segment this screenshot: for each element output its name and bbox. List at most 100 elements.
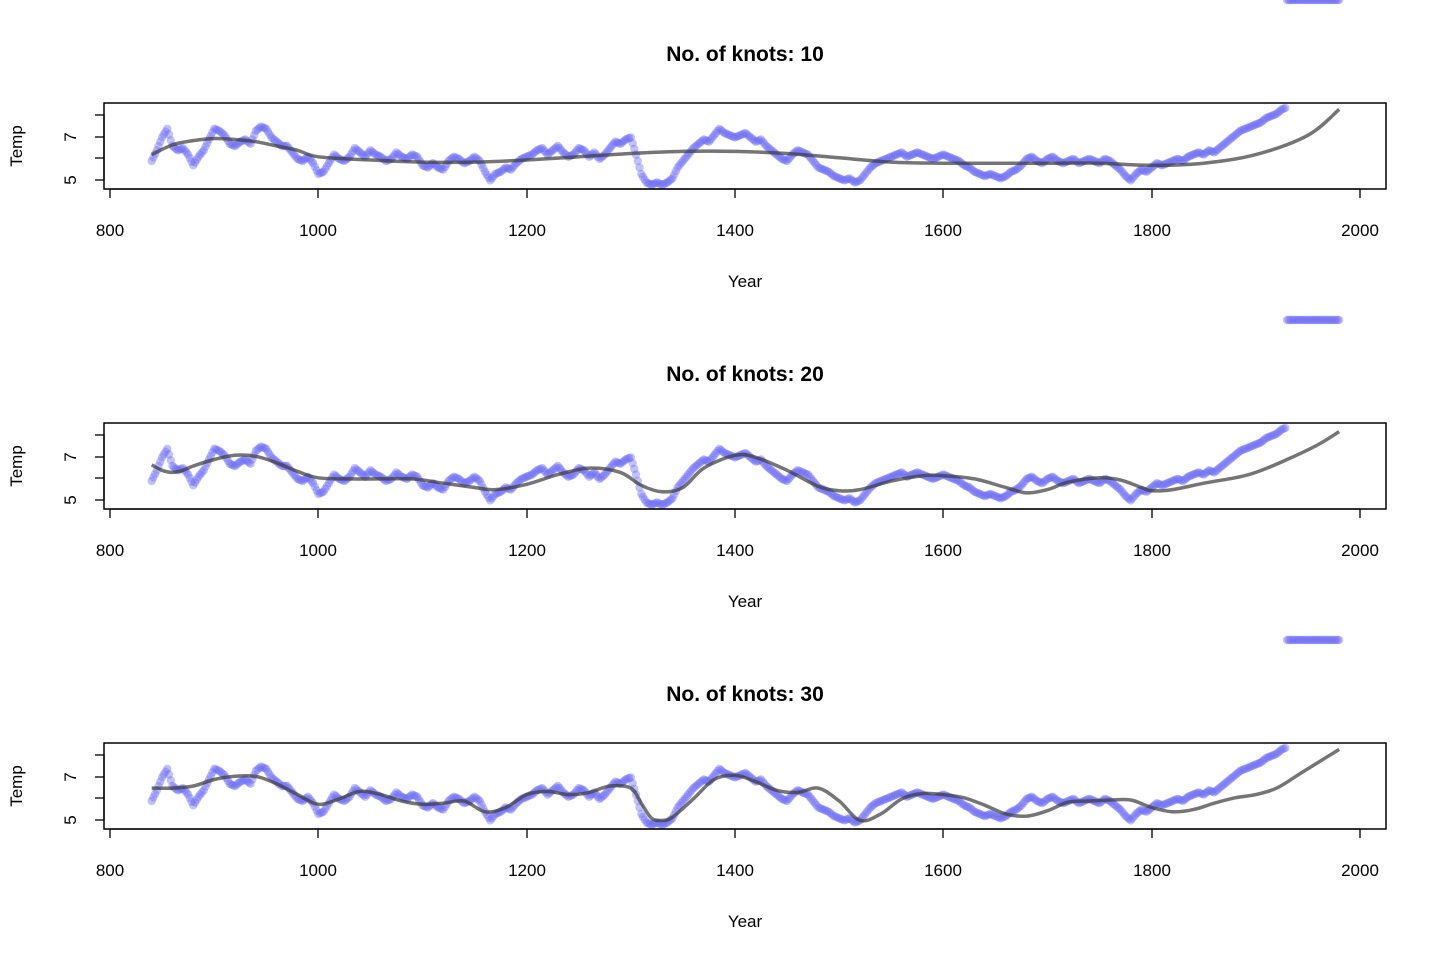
data-point — [1234, 128, 1243, 137]
data-point — [616, 459, 625, 468]
data-point — [446, 475, 455, 484]
data-point — [647, 180, 656, 189]
data-point — [939, 150, 948, 159]
data-point — [374, 151, 384, 161]
data-point — [395, 151, 405, 160]
data-point — [1163, 799, 1172, 808]
data-point — [729, 132, 738, 141]
data-point — [966, 164, 976, 174]
data-point — [683, 790, 693, 799]
data-point — [933, 152, 943, 161]
data-point — [1218, 781, 1228, 790]
data-point — [315, 809, 325, 818]
data-point — [1043, 474, 1052, 484]
data-point — [1244, 123, 1254, 132]
data-point — [548, 146, 557, 155]
data-point — [1192, 789, 1202, 798]
data-point — [157, 133, 167, 142]
data-point — [1177, 476, 1186, 485]
data-point — [725, 131, 734, 140]
data-point — [591, 470, 601, 479]
data-point — [890, 791, 899, 800]
data-point — [407, 150, 417, 159]
data-point — [1237, 126, 1247, 135]
data-point — [1277, 745, 1287, 754]
data-point — [1215, 463, 1224, 473]
data-point — [690, 142, 700, 151]
data-point — [1008, 166, 1017, 176]
data-point — [598, 471, 608, 481]
data-point — [894, 789, 903, 799]
data-point — [1265, 432, 1274, 441]
data-point — [159, 770, 168, 779]
data-point — [1173, 794, 1182, 804]
data-point — [1246, 762, 1255, 771]
data-point — [906, 151, 915, 160]
data-point — [661, 499, 670, 508]
data-point — [1043, 154, 1052, 164]
data-point — [232, 780, 241, 789]
data-point — [291, 472, 300, 481]
data-point — [366, 146, 375, 155]
data-point — [234, 458, 243, 468]
data-point — [774, 471, 783, 481]
data-point — [1220, 139, 1229, 148]
data-point — [1248, 761, 1257, 771]
data-point — [1001, 171, 1010, 181]
data-point — [421, 482, 431, 491]
data-point — [944, 152, 953, 161]
data-point — [1173, 154, 1182, 164]
data-point — [640, 815, 649, 824]
data-point — [864, 165, 873, 174]
data-point — [720, 448, 729, 458]
data-point — [900, 151, 910, 160]
x-tick-label: 800 — [96, 541, 124, 560]
data-point — [711, 448, 721, 458]
data-point — [1045, 794, 1054, 803]
data-point — [828, 810, 837, 819]
data-point — [1315, 635, 1325, 645]
data-point — [486, 176, 495, 185]
data-point — [703, 136, 712, 146]
data-point — [925, 153, 934, 162]
data-point — [1036, 798, 1045, 807]
data-point — [647, 820, 656, 829]
data-point — [1032, 476, 1042, 486]
data-point — [677, 159, 686, 168]
data-point — [715, 444, 724, 453]
data-point — [777, 154, 787, 164]
data-point — [638, 492, 648, 501]
data-point — [878, 796, 887, 805]
data-point — [689, 463, 698, 473]
data-point — [552, 783, 561, 792]
data-point — [347, 469, 356, 479]
data-point — [1029, 474, 1038, 483]
data-point — [763, 463, 773, 472]
data-point — [397, 152, 406, 161]
data-point — [1229, 132, 1238, 141]
data-point — [1305, 315, 1314, 325]
data-point — [666, 495, 675, 504]
data-point — [295, 155, 304, 164]
data-point — [925, 793, 934, 802]
data-point — [1140, 166, 1149, 176]
data-point — [1288, 635, 1297, 645]
data-point — [579, 146, 589, 155]
data-point — [314, 169, 323, 179]
data-point — [1270, 430, 1280, 439]
data-point — [1024, 794, 1033, 803]
data-point — [1236, 446, 1245, 456]
data-point — [890, 151, 899, 160]
data-point — [525, 471, 535, 480]
data-point — [710, 451, 719, 460]
data-point — [225, 459, 234, 468]
data-point — [216, 768, 226, 777]
data-point — [310, 482, 320, 491]
data-point — [1227, 133, 1236, 143]
data-point — [489, 491, 498, 501]
data-point — [795, 466, 804, 476]
y-tick-label: 7 — [61, 772, 80, 781]
data-point — [1322, 315, 1332, 325]
data-point — [546, 147, 556, 156]
data-point — [543, 150, 552, 159]
